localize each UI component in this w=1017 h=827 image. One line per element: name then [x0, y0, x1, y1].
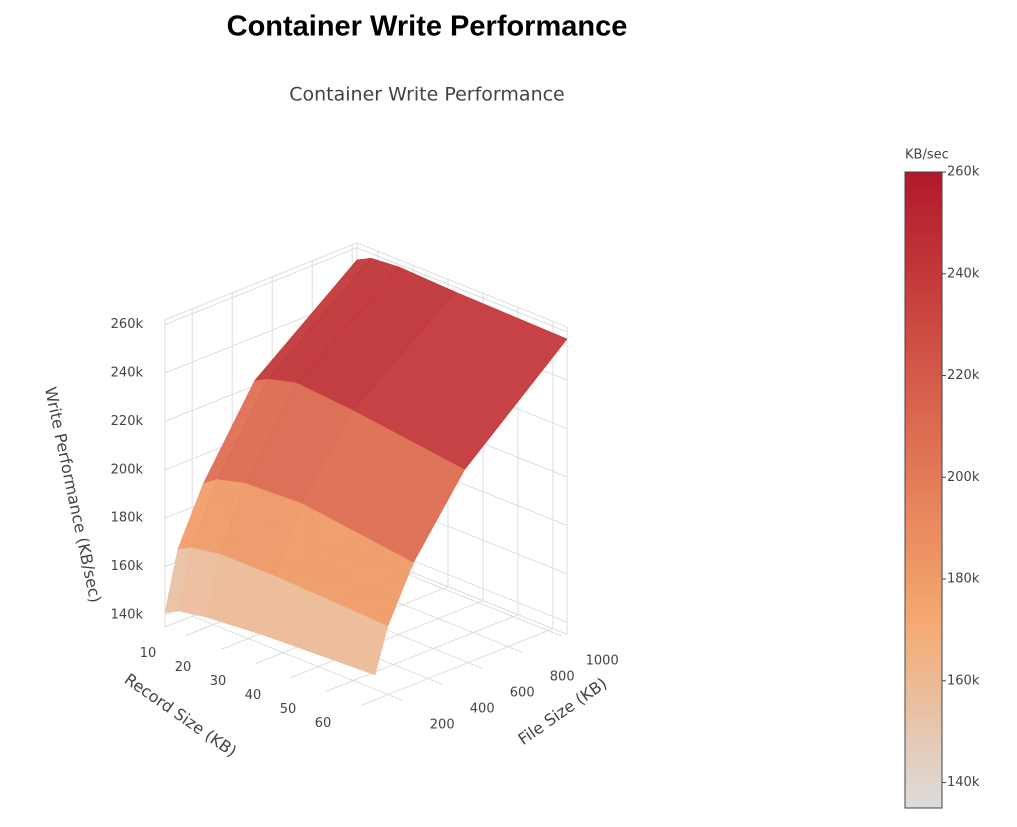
z-tick-label: 260k: [111, 317, 144, 332]
x-tick-label: 20: [175, 660, 192, 675]
colorbar-tick-label: 200k: [947, 470, 980, 485]
z-tick-label: 140k: [111, 608, 144, 623]
colorbar-tick-label: 180k: [947, 572, 980, 587]
y-tick-label: 200: [430, 718, 455, 733]
z-tick-label: 240k: [111, 366, 144, 381]
grid-line: [290, 600, 484, 678]
x-tick-label: 60: [315, 716, 332, 731]
box-edge: [164, 242, 358, 321]
chart-title: Container Write Performance: [289, 84, 565, 106]
z-tick-label: 180k: [111, 511, 144, 526]
y-tick-label: 600: [510, 686, 535, 701]
grid-line: [360, 628, 554, 706]
box-edge: [356, 242, 568, 328]
y-tick-label: 400: [470, 702, 495, 717]
z-axis-title: Write Performance (KB/sec): [41, 385, 105, 604]
colorbar-title: KB/sec: [905, 148, 949, 163]
grid-line: [164, 247, 358, 326]
grid-line: [192, 615, 403, 701]
z-tick-label: 220k: [111, 414, 144, 429]
colorbar: [904, 171, 943, 809]
colorbar-tick-label: 160k: [947, 673, 980, 688]
page-title: Container Write Performance: [227, 11, 628, 43]
colorbar-tick-label: 140k: [947, 775, 980, 790]
colorbar-tick-label: 220k: [947, 368, 980, 383]
x-tick-label: 10: [140, 646, 157, 661]
grid-line: [325, 614, 519, 692]
surface: [164, 257, 568, 676]
colorbar-tick-label: 260k: [947, 165, 980, 180]
grid-line: [356, 247, 568, 333]
y-tick-label: 1000: [586, 654, 619, 669]
x-tick-label: 30: [210, 674, 227, 689]
y-tick-label: 800: [550, 670, 575, 685]
surface-cell: [262, 576, 389, 676]
z-tick-label: 200k: [111, 462, 144, 477]
x-tick-label: 50: [280, 702, 297, 717]
x-tick-label: 40: [245, 688, 262, 703]
colorbar-tick-label: 240k: [947, 266, 980, 281]
z-tick-label: 160k: [111, 559, 144, 574]
